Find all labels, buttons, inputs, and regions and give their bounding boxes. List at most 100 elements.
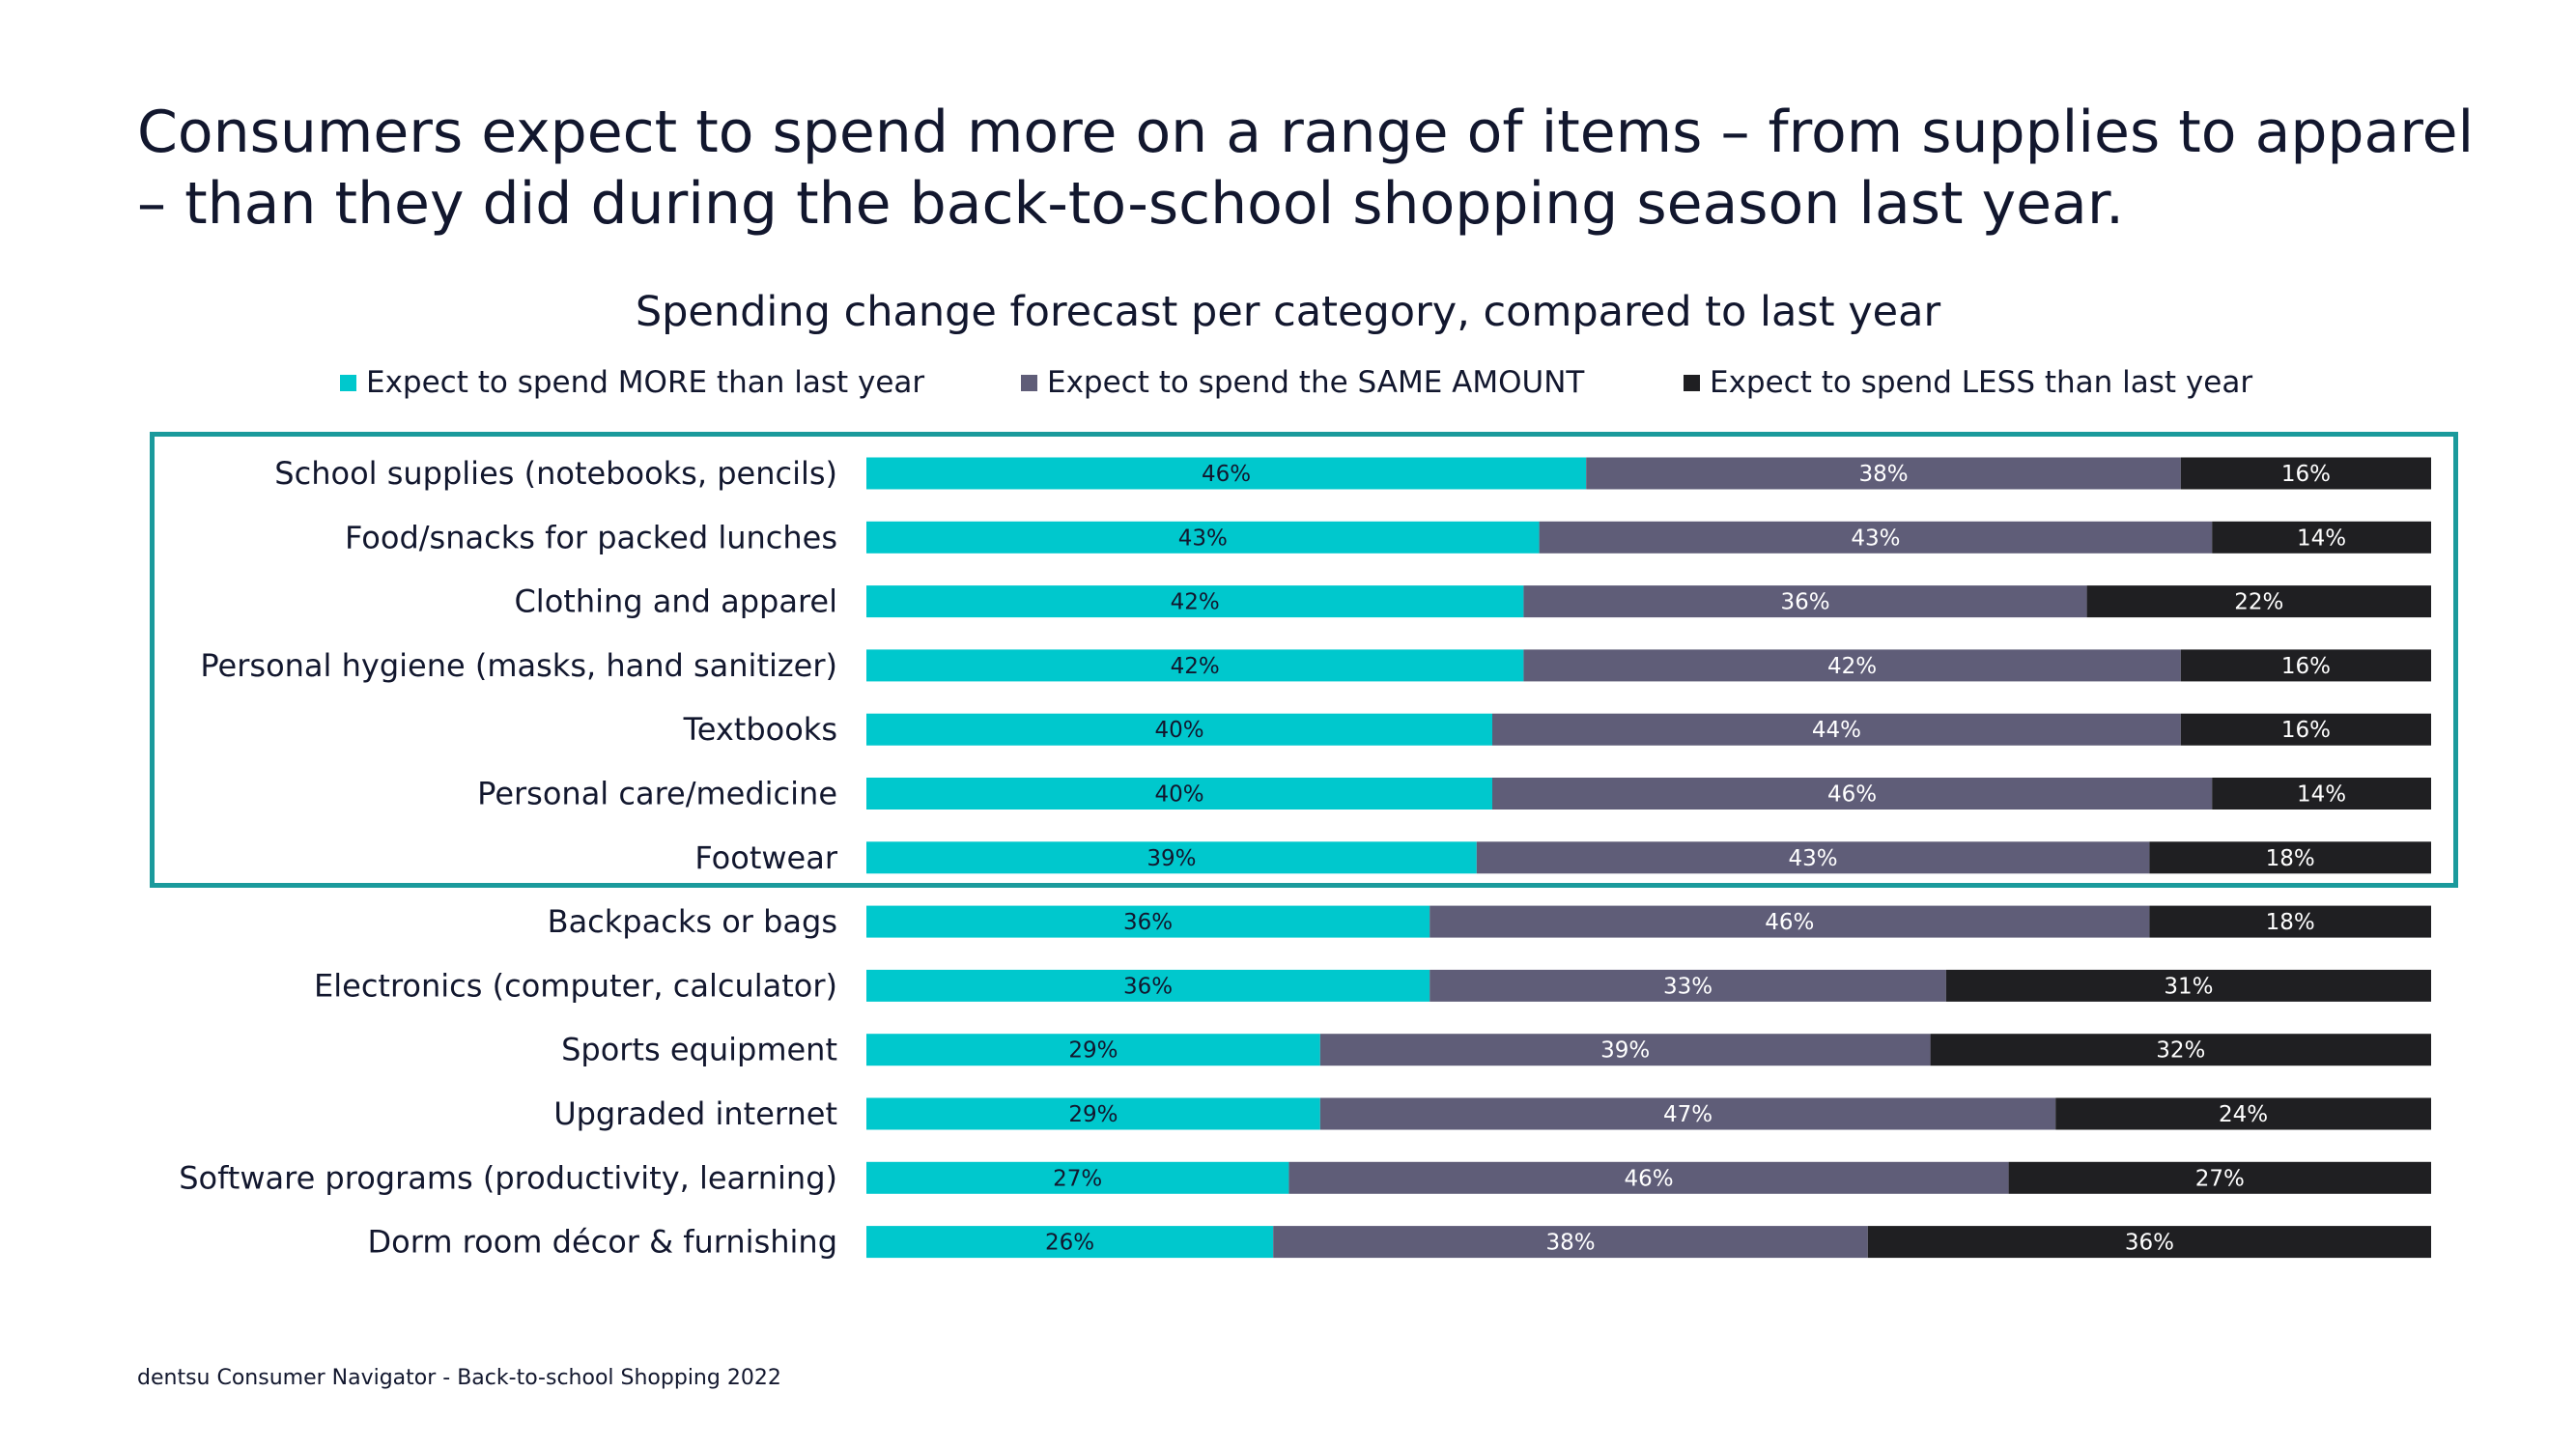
bar-segment	[1523, 649, 2181, 682]
data-label: 18%	[2266, 910, 2315, 935]
data-label: 24%	[2219, 1102, 2268, 1127]
bar-row: Backpacks or bags 36% 46% 18%	[548, 903, 2431, 940]
bar-segment	[1476, 841, 2150, 874]
category-label: Food/snacks for packed lunches	[345, 519, 837, 555]
bar-row: Personal hygiene (masks, hand sanitizer)…	[200, 647, 2431, 684]
legend-item-less: Expect to spend LESS than last year	[1684, 365, 2252, 400]
data-label: 40%	[1154, 718, 1203, 743]
bar-segment	[2180, 649, 2431, 682]
data-label: 27%	[1053, 1166, 1102, 1191]
bar-row: Food/snacks for packed lunches 43% 43% 14%	[345, 519, 2431, 555]
bar-segment	[1492, 713, 2181, 746]
data-label: 27%	[2195, 1166, 2245, 1191]
bar-segment	[866, 1161, 1289, 1194]
data-label: 26%	[1045, 1231, 1094, 1256]
data-label: 29%	[1068, 1038, 1118, 1064]
data-label: 47%	[1663, 1102, 1713, 1127]
category-label: Backpacks or bags	[548, 903, 837, 940]
bar-segment	[2212, 521, 2431, 554]
data-label: 42%	[1171, 590, 1220, 615]
bar-segment	[1539, 521, 2213, 554]
legend-swatch-same	[1021, 374, 1037, 391]
legend-label-more: Expect to spend MORE than last year	[366, 365, 925, 400]
bar-segment	[866, 841, 1477, 874]
bar-segment	[2212, 778, 2431, 810]
bar-segment	[2086, 585, 2431, 618]
category-label: Textbooks	[683, 711, 837, 748]
bar-segment	[2149, 905, 2431, 938]
bar-segment	[866, 585, 1524, 618]
data-label: 14%	[2297, 526, 2346, 551]
bar-row: School supplies (notebooks, pencils) 46% 3…	[274, 455, 2431, 492]
data-label: 43%	[1851, 526, 1900, 551]
bar-row: Software programs (productivity, learnin…	[179, 1159, 2431, 1196]
data-label: 22%	[2234, 590, 2283, 615]
data-label: 36%	[1780, 590, 1829, 615]
bar-segment	[866, 905, 1430, 938]
bar-row: Upgraded internet 29% 47% 24%	[553, 1095, 2431, 1132]
bar-segment	[866, 713, 1492, 746]
data-label: 40%	[1154, 782, 1203, 808]
category-label: Clothing and apparel	[514, 583, 837, 620]
data-label: 16%	[2281, 718, 2331, 743]
bar-row: Footwear 39% 43% 18%	[694, 839, 2431, 876]
bar-segment	[1319, 1097, 2056, 1130]
footer-source: dentsu Consumer Navigator - Back-to-scho…	[137, 1366, 781, 1390]
bar-segment	[866, 457, 1587, 490]
data-label: 33%	[1663, 974, 1713, 999]
bar-segment	[1430, 905, 2150, 938]
bar-row: Personal care/medicine 40% 46% 14%	[477, 776, 2431, 812]
bar-segment	[866, 778, 1492, 810]
bar-segment	[866, 969, 1430, 1002]
bar-segment	[2180, 457, 2431, 490]
bar-row: Clothing and apparel 42% 36% 22%	[514, 583, 2431, 620]
highlight-box	[150, 432, 2458, 888]
bar-segment	[1492, 778, 2213, 810]
legend-item-more: Expect to spend MORE than last year	[340, 365, 924, 400]
chart-title: Spending change forecast per category, c…	[635, 288, 1941, 336]
data-label: 44%	[1812, 718, 1861, 743]
bar-segment	[1288, 1161, 2009, 1194]
category-label: Electronics (computer, calculator)	[314, 967, 837, 1004]
data-label: 46%	[1827, 782, 1877, 808]
data-label: 46%	[1765, 910, 1814, 935]
bar-segment	[1430, 969, 1946, 1002]
bar-segment	[1930, 1034, 2431, 1066]
data-label: 39%	[1146, 846, 1196, 871]
data-label: 38%	[1858, 462, 1908, 487]
data-label: 16%	[2281, 654, 2331, 679]
bar-segment	[866, 1034, 1320, 1066]
data-label: 43%	[1789, 846, 1838, 871]
bar-segment	[1523, 585, 2087, 618]
legend-label-same: Expect to spend the SAME AMOUNT	[1047, 365, 1585, 400]
headline: Consumers expect to spend more on a rang…	[137, 99, 2475, 238]
bar-row: Electronics (computer, calculator) 36% 33%…	[314, 967, 2431, 1004]
data-label: 43%	[1178, 526, 1228, 551]
data-label: 18%	[2266, 846, 2315, 871]
category-label: Software programs (productivity, learnin…	[179, 1159, 837, 1196]
bar-row: Textbooks 40% 44% 16%	[683, 711, 2431, 748]
bar-segment	[1586, 457, 2181, 490]
data-label: 42%	[1171, 654, 1220, 679]
data-label: 46%	[1624, 1166, 1673, 1191]
data-label: 36%	[1123, 974, 1173, 999]
bar-segment	[1319, 1034, 1931, 1066]
data-label: 42%	[1827, 654, 1877, 679]
legend-swatch-less	[1684, 374, 1700, 391]
legend: Expect to spend MORE than last year Expe…	[0, 365, 2576, 408]
bar-segment	[2180, 713, 2431, 746]
bar-segment	[866, 1226, 1274, 1259]
data-label: 14%	[2297, 782, 2346, 808]
category-label: School supplies (notebooks, pencils)	[274, 455, 837, 492]
category-label: Upgraded internet	[553, 1095, 837, 1132]
bar-segment	[2008, 1161, 2431, 1194]
bar-segment	[2055, 1097, 2431, 1130]
bar-segment	[1867, 1226, 2431, 1259]
data-label: 36%	[2125, 1231, 2174, 1256]
data-label: 31%	[2164, 974, 2213, 999]
bar-segment	[866, 521, 1540, 554]
data-label: 46%	[1202, 462, 1251, 487]
bar-row: Dorm room décor & furnishing 26% 38% 36%	[368, 1224, 2431, 1261]
category-label: Personal care/medicine	[477, 776, 837, 812]
